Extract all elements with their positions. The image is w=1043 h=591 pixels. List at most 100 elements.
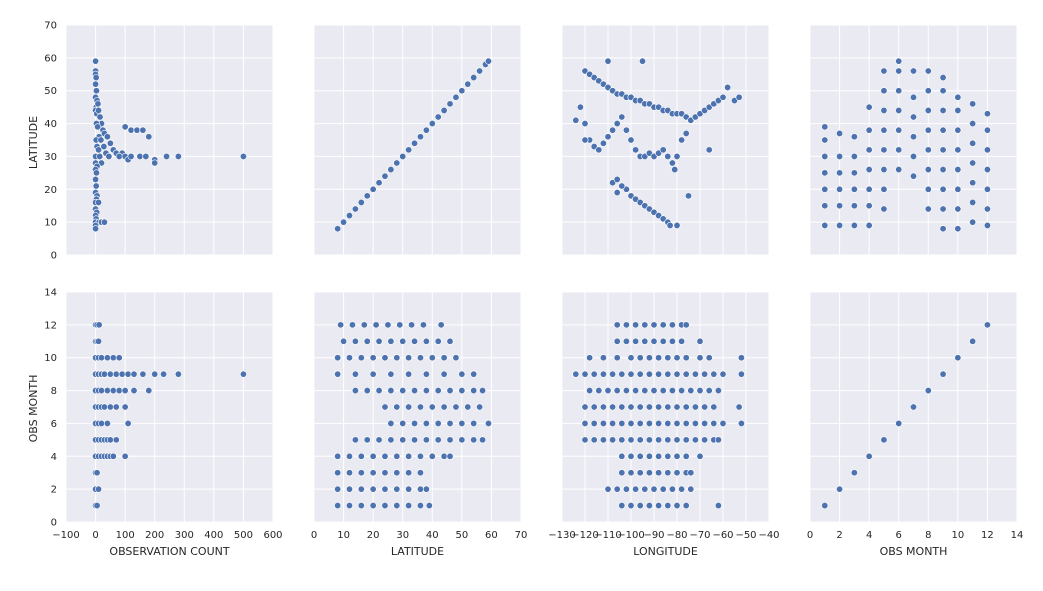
scatter-point: [655, 436, 663, 444]
scatter-point: [939, 74, 947, 82]
scatter-point: [595, 387, 603, 395]
scatter-point: [714, 502, 722, 510]
scatter-point: [627, 452, 635, 460]
scatter-point: [939, 126, 947, 134]
x-tick-label: −60: [712, 530, 733, 541]
scatter-point: [696, 337, 704, 345]
scatter-point: [106, 436, 114, 444]
x-tick-label: 0: [807, 530, 813, 541]
scatter-point: [613, 189, 621, 197]
scatter-point: [632, 485, 640, 493]
scatter-point: [821, 185, 829, 193]
x-tick-label: 4: [866, 530, 872, 541]
scatter-point: [470, 74, 478, 82]
scatter-point: [655, 469, 663, 477]
x-tick-label: 10: [337, 530, 350, 541]
scatter-point: [405, 354, 413, 362]
scatter-point: [590, 436, 598, 444]
scatter-point: [369, 370, 377, 378]
y-tick-label: 4: [51, 452, 57, 463]
scatter-point: [92, 182, 100, 190]
scatter-point: [103, 354, 111, 362]
scatter-point: [357, 469, 365, 477]
scatter-point: [655, 370, 663, 378]
scatter-point: [622, 321, 630, 329]
scatter-point: [705, 387, 713, 395]
scatter-point: [357, 485, 365, 493]
scatter-point: [109, 387, 117, 395]
scatter-point: [411, 436, 419, 444]
scatter-point: [673, 152, 681, 160]
scatter-point: [636, 370, 644, 378]
scatter-point: [334, 225, 342, 233]
scatter-point: [151, 370, 159, 378]
scatter-point: [682, 370, 690, 378]
scatter-point: [645, 452, 653, 460]
scatter-point: [627, 403, 635, 411]
scatter-point: [627, 354, 635, 362]
scatter-point: [599, 419, 607, 427]
scatter-point: [613, 387, 621, 395]
y-tick-label: 6: [51, 419, 57, 430]
scatter-point: [434, 436, 442, 444]
scatter-point: [115, 387, 123, 395]
scatter-point: [650, 337, 658, 345]
scatter-point: [470, 419, 478, 427]
scatter-point: [363, 387, 371, 395]
scatter-point: [139, 370, 147, 378]
scatter-point: [821, 152, 829, 160]
scatter-point: [924, 126, 932, 134]
scatter-point: [576, 103, 584, 111]
scatter-point: [705, 354, 713, 362]
scatter-point: [334, 354, 342, 362]
x-tick-label: 8: [925, 530, 931, 541]
scatter-point: [865, 126, 873, 134]
scatter-point: [659, 321, 667, 329]
scatter-point: [405, 469, 413, 477]
scatter-point: [636, 403, 644, 411]
scatter-point: [399, 436, 407, 444]
scatter-point: [103, 419, 111, 427]
scatter-point: [609, 126, 617, 134]
scatter-point: [821, 136, 829, 144]
scatter-point: [97, 419, 105, 427]
scatter-point: [632, 387, 640, 395]
scatter-point: [821, 169, 829, 177]
scatter-point: [650, 485, 658, 493]
scatter-point: [572, 370, 580, 378]
scatter-point: [627, 469, 635, 477]
scatter-point: [599, 139, 607, 147]
scatter-point: [714, 436, 722, 444]
scatter-point: [969, 337, 977, 345]
scatter-point: [334, 452, 342, 460]
scatter-point: [673, 502, 681, 510]
scatter-point: [96, 152, 104, 160]
scatter-point: [95, 146, 103, 154]
scatter-point: [880, 146, 888, 154]
x-tick-label: 14: [1011, 530, 1024, 541]
scatter-point: [924, 87, 932, 95]
scatter-point: [983, 126, 991, 134]
scatter-point: [650, 321, 658, 329]
scatter-point: [109, 452, 117, 460]
scatter-point: [440, 354, 448, 362]
scatter-point: [470, 436, 478, 444]
scatter-point: [865, 452, 873, 460]
scatter-point: [939, 225, 947, 233]
scatter-point: [645, 354, 653, 362]
scatter-point: [909, 67, 917, 75]
scatter-point: [895, 146, 903, 154]
scatter-point: [106, 370, 114, 378]
scatter-point: [673, 419, 681, 427]
scatter-point: [396, 321, 404, 329]
scatter-point: [710, 419, 718, 427]
scatter-point: [724, 83, 732, 91]
scatter-point: [369, 452, 377, 460]
scatter-point: [865, 166, 873, 174]
scatter-point: [452, 93, 460, 101]
scatter-point: [434, 113, 442, 121]
scatter-point: [909, 113, 917, 121]
scatter-point: [655, 452, 663, 460]
